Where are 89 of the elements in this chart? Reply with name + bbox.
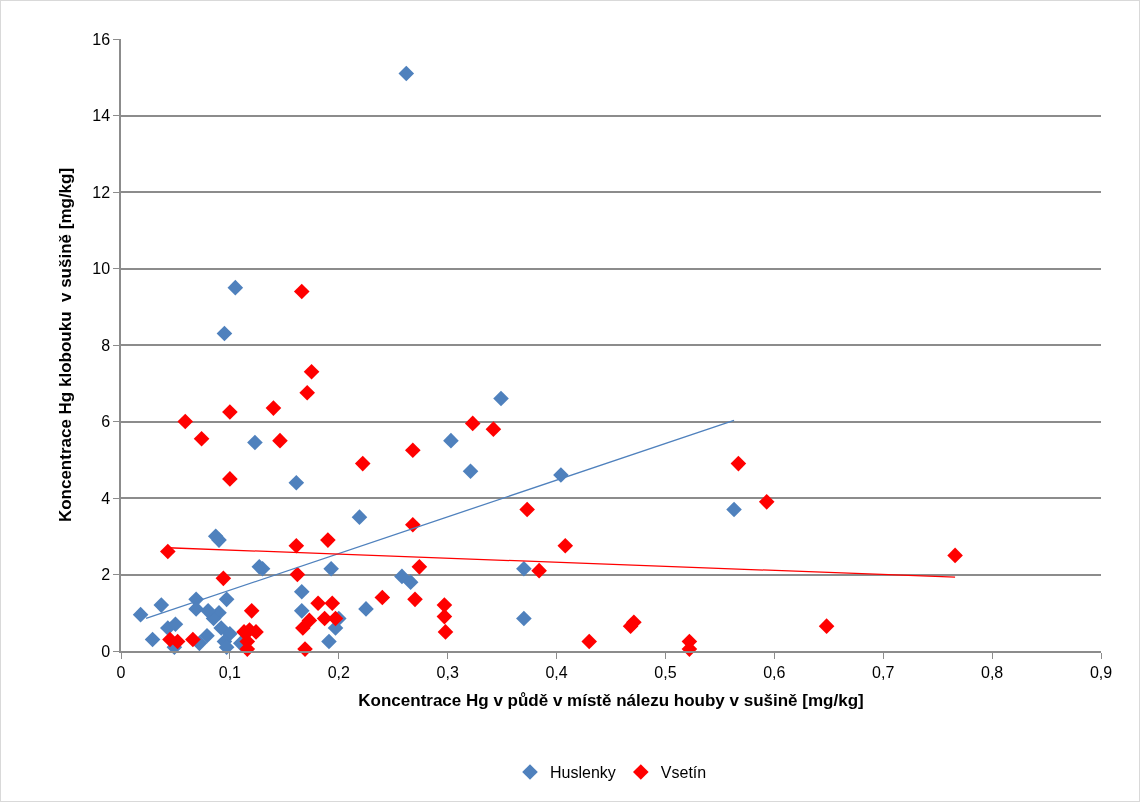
point — [464, 415, 481, 432]
point — [730, 455, 747, 472]
point — [265, 400, 282, 416]
point — [321, 633, 337, 650]
y-tick-label: 12 — [92, 183, 111, 201]
point — [293, 603, 310, 619]
y-tick-label: 14 — [92, 107, 111, 125]
point — [411, 559, 428, 575]
point — [185, 631, 201, 648]
x-tick-label: 0,5 — [654, 663, 677, 681]
point — [758, 494, 775, 510]
y-tick-label: 10 — [92, 260, 111, 278]
legend-label: Huslenky — [550, 764, 616, 782]
point — [200, 603, 216, 619]
point — [436, 608, 453, 625]
point — [310, 595, 326, 611]
point — [358, 601, 374, 617]
point — [402, 574, 419, 590]
point — [351, 509, 368, 525]
point — [398, 65, 415, 82]
point — [216, 325, 233, 342]
x-tick-label: 0,1 — [218, 663, 242, 681]
point — [211, 532, 227, 548]
point — [407, 591, 423, 608]
point — [215, 570, 232, 587]
y-tick-label: 4 — [101, 489, 111, 507]
point — [320, 532, 336, 548]
point — [153, 597, 170, 613]
point — [193, 430, 210, 447]
point — [443, 432, 459, 449]
point — [519, 501, 535, 518]
point — [288, 538, 305, 554]
point — [947, 547, 963, 564]
point — [199, 627, 215, 644]
point — [354, 455, 371, 472]
point — [295, 620, 311, 636]
point — [177, 413, 194, 430]
point — [303, 363, 320, 380]
x-tick-label: 0,9 — [1089, 663, 1113, 681]
point — [405, 442, 421, 458]
y-tick-label: 0 — [101, 642, 111, 660]
point — [247, 434, 263, 451]
x-tick-label: 0,4 — [545, 663, 568, 681]
point — [374, 589, 391, 606]
x-tick-label: 0,6 — [763, 663, 786, 681]
point — [132, 606, 149, 623]
y-tick-label: 8 — [101, 336, 111, 354]
y-tick-label: 6 — [101, 413, 111, 431]
point — [289, 566, 306, 583]
point — [493, 390, 509, 407]
y-tick-label: 2 — [101, 566, 111, 584]
point — [516, 560, 532, 577]
point — [626, 614, 642, 631]
point — [272, 432, 288, 449]
y-tick-label: 16 — [92, 30, 111, 48]
point — [293, 283, 310, 300]
point — [218, 591, 235, 608]
point — [485, 421, 502, 437]
point — [299, 385, 315, 401]
point — [462, 463, 479, 480]
x-tick-label: 0,2 — [327, 663, 350, 681]
point — [557, 538, 574, 554]
point — [222, 471, 238, 487]
x-tick-label: 0,8 — [980, 663, 1004, 681]
point — [243, 603, 260, 619]
x-tick-label: 0,7 — [872, 663, 895, 681]
legend-label: Vsetín — [660, 764, 707, 782]
point — [516, 610, 532, 627]
point — [818, 618, 835, 634]
point — [726, 501, 742, 518]
x-tick-label: 0 — [116, 663, 126, 681]
point — [324, 595, 341, 611]
point — [293, 583, 310, 600]
point — [167, 616, 184, 633]
point — [581, 633, 598, 650]
point — [227, 279, 244, 296]
point — [436, 597, 453, 613]
point — [323, 560, 339, 577]
x-axis-title: Koncentrace Hg v půdě v místě nálezu houby v sušině [mg/kg] — [358, 690, 864, 710]
point — [394, 568, 410, 585]
point — [301, 612, 318, 629]
point — [437, 624, 454, 640]
y-axis-title: Koncentrace Hg klobouku v sušině [mg/kg] — [56, 167, 76, 523]
point — [288, 474, 305, 491]
point — [222, 404, 238, 420]
point — [531, 562, 547, 579]
x-tick-label: 0,3 — [436, 663, 459, 681]
point — [160, 543, 176, 560]
point — [144, 631, 161, 648]
